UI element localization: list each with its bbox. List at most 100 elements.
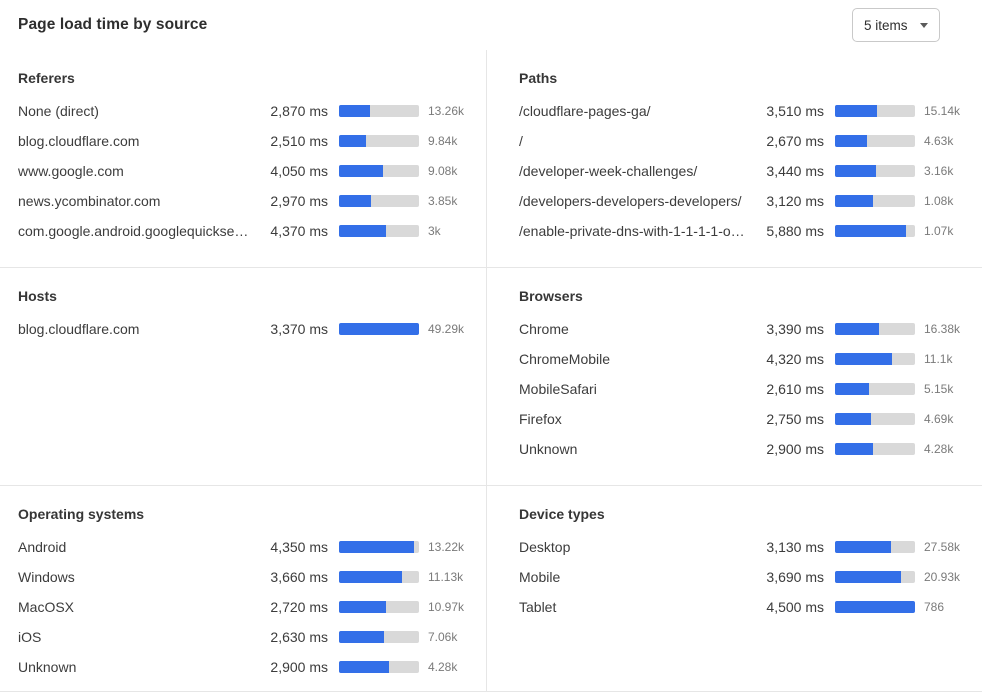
- metric-row: blog.cloudflare.com 2,510 ms 9.84k: [18, 126, 478, 156]
- row-ms-value: 3,660 ms: [270, 569, 328, 585]
- section-cell-referers: Referers None (direct) 2,870 ms 13.26k b…: [0, 50, 486, 267]
- row-bar-fill: [339, 135, 367, 147]
- page-title: Page load time by source: [18, 16, 208, 33]
- metric-row: /cloudflare-pages-ga/ 3,510 ms 15.14k: [519, 96, 974, 126]
- row-bar-fill: [339, 661, 389, 673]
- section-title: Operating systems: [18, 506, 145, 522]
- row-bar-fill: [339, 631, 385, 643]
- row-label: Desktop: [519, 539, 571, 555]
- metric-row: ChromeMobile 4,320 ms 11.1k: [519, 344, 974, 374]
- row-label: Chrome: [519, 321, 569, 337]
- section-title: Browsers: [519, 288, 583, 304]
- row-bar-track: [835, 413, 915, 425]
- row-count: 1.07k: [924, 224, 954, 238]
- metric-row: /enable-private-dns-with-1-1-1-1-on-... …: [519, 216, 974, 246]
- row-label: blog.cloudflare.com: [18, 133, 140, 149]
- row-count: 3k: [428, 224, 441, 238]
- row-ms-value: 3,440 ms: [766, 163, 824, 179]
- metric-row: Android 4,350 ms 13.22k: [18, 532, 478, 562]
- row-bar-track: [339, 105, 419, 117]
- row-count: 9.84k: [428, 134, 458, 148]
- section-title: Paths: [519, 70, 558, 86]
- row-count: 5.15k: [924, 382, 954, 396]
- row-bar-track: [339, 135, 419, 147]
- row-ms-value: 2,750 ms: [766, 411, 824, 427]
- row-label: Unknown: [18, 659, 77, 675]
- row-bar-fill: [835, 165, 877, 177]
- metric-row: Tablet 4,500 ms 786: [519, 592, 974, 622]
- row-ms-value: 2,900 ms: [270, 659, 328, 675]
- metric-row: MacOSX 2,720 ms 10.97k: [18, 592, 478, 622]
- row-bar-fill: [835, 195, 873, 207]
- row-count: 7.06k: [428, 630, 458, 644]
- section-cell-paths: Paths /cloudflare-pages-ga/ 3,510 ms 15.…: [486, 50, 982, 267]
- row-bar-track: [339, 631, 419, 643]
- row-bar-track: [339, 323, 419, 335]
- row-bar-fill: [835, 383, 870, 395]
- row-count: 20.93k: [924, 570, 961, 584]
- row-ms-value: 2,610 ms: [766, 381, 824, 397]
- row-bar-track: [339, 601, 419, 613]
- row-ms-value: 4,320 ms: [766, 351, 824, 367]
- row-ms-value: 3,130 ms: [766, 539, 824, 555]
- row-bar-fill: [835, 413, 872, 425]
- row-count: 13.26k: [428, 104, 465, 118]
- row-bar-fill: [339, 571, 402, 583]
- panel-header: Page load time by source 5 items: [0, 0, 982, 50]
- metric-row: Unknown 2,900 ms 4.28k: [519, 434, 974, 464]
- metric-row: Windows 3,660 ms 11.13k: [18, 562, 478, 592]
- row-bar-fill: [339, 541, 414, 553]
- items-count-value: 5 items: [864, 17, 908, 33]
- row-count: 15.14k: [924, 104, 961, 118]
- row-bar-fill: [835, 135, 868, 147]
- row-count: 49.29k: [428, 322, 465, 336]
- items-count-dropdown[interactable]: 5 items: [852, 8, 940, 42]
- metric-row: Desktop 3,130 ms 27.58k: [519, 532, 974, 562]
- row-label: Mobile: [519, 569, 561, 585]
- row-ms-value: 2,670 ms: [766, 133, 824, 149]
- section-rows: Desktop 3,130 ms 27.58k Mobile 3,690 ms …: [519, 532, 974, 622]
- metric-row: iOS 2,630 ms 7.06k: [18, 622, 478, 652]
- row-bar-fill: [835, 571, 901, 583]
- row-count: 16.38k: [924, 322, 961, 336]
- row-ms-value: 2,630 ms: [270, 629, 328, 645]
- row-bar-track: [339, 225, 419, 237]
- row-ms-value: 2,510 ms: [270, 133, 328, 149]
- row-bar-track: [835, 225, 915, 237]
- row-label: blog.cloudflare.com: [18, 321, 140, 337]
- row-count: 4.63k: [924, 134, 954, 148]
- metric-row: Chrome 3,390 ms 16.38k: [519, 314, 974, 344]
- row-label: /: [519, 133, 523, 149]
- metric-row: news.ycombinator.com 2,970 ms 3.85k: [18, 186, 478, 216]
- metric-row: com.google.android.googlequicksearc... 4…: [18, 216, 478, 246]
- row-ms-value: 3,510 ms: [766, 103, 824, 119]
- row-count: 4.69k: [924, 412, 954, 426]
- row-ms-value: 4,500 ms: [766, 599, 824, 615]
- chevron-down-icon: [920, 22, 928, 28]
- section-cell-device-types: Device types Desktop 3,130 ms 27.58k Mob…: [486, 485, 982, 691]
- section-cell-operating-systems: Operating systems Android 4,350 ms 13.22…: [0, 485, 486, 691]
- row-ms-value: 4,370 ms: [270, 223, 328, 239]
- row-bar-fill: [339, 601, 386, 613]
- row-count: 786: [924, 600, 945, 614]
- metric-row: /developer-week-challenges/ 3,440 ms 3.1…: [519, 156, 974, 186]
- row-label: /cloudflare-pages-ga/: [519, 103, 651, 119]
- row-bar-fill: [835, 105, 878, 117]
- metric-row: blog.cloudflare.com 3,370 ms 49.29k: [18, 314, 478, 344]
- row-count: 11.1k: [924, 352, 953, 366]
- row-label: /developers-developers-developers/: [519, 193, 742, 209]
- row-bar-fill: [339, 105, 371, 117]
- row-bar-track: [835, 383, 915, 395]
- metric-row: Mobile 3,690 ms 20.93k: [519, 562, 974, 592]
- row-label: MobileSafari: [519, 381, 597, 397]
- row-count: 4.28k: [924, 442, 954, 456]
- row-ms-value: 2,720 ms: [270, 599, 328, 615]
- row-bar-track: [339, 661, 419, 673]
- row-bar-fill: [835, 323, 880, 335]
- metric-row: Firefox 2,750 ms 4.69k: [519, 404, 974, 434]
- row-bar-track: [835, 571, 915, 583]
- row-count: 13.22k: [428, 540, 465, 554]
- section-cell-browsers: Browsers Chrome 3,390 ms 16.38k ChromeMo…: [486, 267, 982, 485]
- row-bar-track: [339, 571, 419, 583]
- row-label: Windows: [18, 569, 75, 585]
